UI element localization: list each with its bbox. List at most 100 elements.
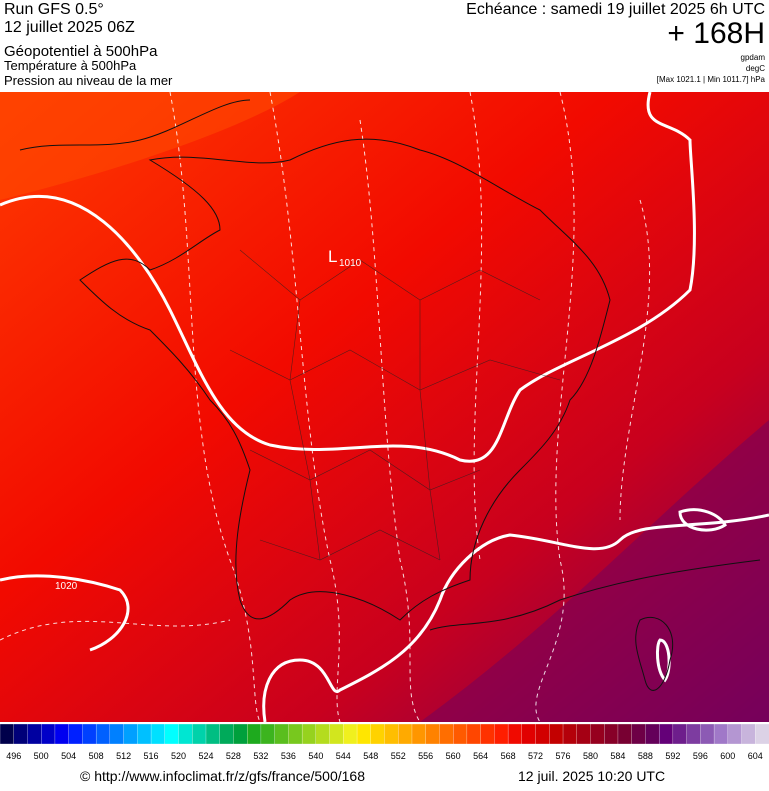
colorbar-label: 584	[610, 751, 625, 761]
colorbar-label: 548	[363, 751, 378, 761]
field-label: Pression au niveau de la mer	[4, 73, 173, 88]
colorbar-label: 516	[144, 751, 159, 761]
colorbar-label: 544	[336, 751, 351, 761]
run-date: 12 juillet 2025 06Z	[4, 19, 135, 36]
colorbar-label: 540	[308, 751, 323, 761]
colorbar-swatch	[219, 723, 234, 745]
colorbar-label: 552	[391, 751, 406, 761]
colorbar-swatch	[13, 723, 28, 745]
colorbar-label: 556	[418, 751, 433, 761]
colorbar-swatch	[274, 723, 289, 745]
colorbar-label: 512	[116, 751, 131, 761]
colorbar-swatch	[41, 723, 56, 745]
colorbar-swatch	[755, 723, 769, 745]
colorbar-swatch	[82, 723, 97, 745]
colorbar-swatch	[713, 723, 729, 745]
colorbar-label: 520	[171, 751, 186, 761]
isotherms	[0, 92, 651, 722]
colorbar-swatch	[398, 723, 413, 745]
coastline	[19, 99, 761, 691]
colorbar-swatch	[0, 723, 15, 745]
colorbar-swatch	[672, 723, 688, 745]
colorbar-swatch	[535, 723, 550, 745]
map: L 1010 1020	[0, 92, 769, 722]
colorbar-label: 528	[226, 751, 241, 761]
colorbar-swatch	[549, 723, 564, 745]
borders	[229, 249, 561, 561]
colorbar-swatch	[521, 723, 537, 745]
colorbar-swatch	[247, 723, 262, 745]
colorbar-swatch	[192, 723, 207, 745]
colorbar-swatch	[658, 723, 674, 745]
colorbar-swatch	[425, 723, 440, 745]
colorbar-label: 580	[583, 751, 598, 761]
colorbar-swatch	[439, 723, 454, 745]
colorbar-swatch	[453, 723, 468, 745]
colorbar-swatch	[205, 723, 221, 745]
colorbar-swatch	[137, 723, 152, 745]
colorbar-swatch	[233, 723, 248, 745]
colorbar-label: 524	[198, 751, 213, 761]
colorbar-swatch	[301, 723, 317, 745]
colorbar-swatch	[617, 723, 633, 745]
colorbar-swatch	[109, 723, 125, 745]
colorbar-label: 600	[720, 751, 735, 761]
colorbar-label: 588	[638, 751, 653, 761]
colorbar-swatch	[466, 723, 482, 745]
unit-label: degC	[746, 64, 765, 73]
colorbar-label: 596	[693, 751, 708, 761]
colorbar-swatch	[95, 723, 111, 745]
colorbar-swatch	[507, 723, 523, 745]
unit-label: gpdam	[741, 53, 766, 62]
colorbar-swatch	[123, 723, 138, 745]
forecast-time: Echéance : samedi 19 juillet 2025 6h UTC	[466, 1, 765, 18]
colorbar-swatch	[411, 723, 427, 745]
colorbar-swatch	[631, 723, 646, 745]
colorbar-label: 500	[34, 751, 49, 761]
cold-area	[420, 420, 769, 722]
colorbar-label: 604	[748, 751, 763, 761]
colorbar-swatch	[260, 723, 276, 745]
colorbar-swatch	[494, 723, 509, 745]
colorbar-swatch	[150, 723, 166, 745]
colorbar-swatch	[384, 723, 399, 745]
colorbar-label: 576	[556, 751, 571, 761]
colorbar-label: 508	[89, 751, 104, 761]
colorbar-swatch	[329, 723, 344, 745]
colorbar-label: 564	[473, 751, 488, 761]
colorbar-swatch	[370, 723, 385, 745]
colorbar-swatch	[562, 723, 578, 745]
timestamp: 12 juil. 2025 10:20 UTC	[518, 768, 665, 784]
colorbar-swatch	[700, 723, 715, 745]
colorbar-swatch	[741, 723, 756, 745]
colorbar-swatch	[315, 723, 331, 745]
colorbar-label: 560	[446, 751, 461, 761]
colorbar-swatch	[54, 723, 70, 745]
colorbar-label: 568	[501, 751, 516, 761]
source-url: © http://www.infoclimat.fr/z/gfs/france/…	[80, 768, 365, 784]
colorbar-swatch	[343, 723, 358, 745]
low-value: 1010	[339, 258, 362, 269]
isobars	[0, 92, 769, 722]
colorbar-swatch	[645, 723, 660, 745]
colorbar-swatch	[288, 723, 303, 745]
colorbar-swatch	[68, 723, 83, 745]
colorbar-swatch	[480, 723, 495, 745]
warm-area	[0, 92, 300, 200]
isobar-label: 1020	[55, 581, 78, 592]
colorbar-label: 536	[281, 751, 296, 761]
colorbar-label: 572	[528, 751, 543, 761]
colorbar-swatch	[178, 723, 193, 745]
colorbar-swatch	[727, 723, 742, 745]
colorbar: 496 500 504 508 512 516 520 524 528 532 536 540 544 5…	[0, 723, 769, 761]
colorbar-swatch	[356, 723, 372, 745]
lead-time: + 168H	[667, 17, 765, 50]
run-title: Run GFS 0.5°	[4, 1, 104, 18]
colorbar-swatch	[27, 723, 42, 745]
colorbar-swatch	[686, 723, 701, 745]
pressure-range: [Max 1021.1 | Min 1011.7] hPa	[657, 75, 766, 84]
field-label: Géopotentiel à 500hPa	[4, 43, 158, 60]
colorbar-swatch	[604, 723, 619, 745]
colorbar-swatch	[576, 723, 591, 745]
